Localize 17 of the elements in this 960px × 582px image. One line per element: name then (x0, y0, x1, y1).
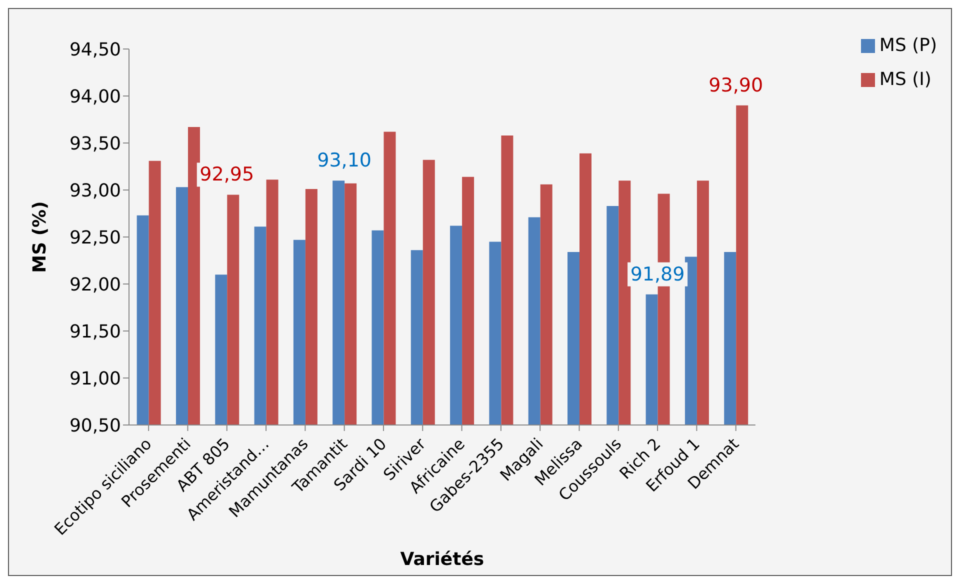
annotation: 93,10 (317, 150, 372, 172)
y-tick-label: 93,50 (69, 133, 121, 154)
legend-label: MS (P) (879, 35, 937, 56)
y-tick-label: 92,50 (69, 227, 121, 248)
y-axis-title: MS (%) (29, 201, 50, 273)
y-tick-label: 93,00 (69, 180, 121, 202)
y-tick-label: 91,00 (69, 368, 121, 390)
annotation: 91,89 (630, 263, 685, 286)
y-tick-label: 92,00 (69, 274, 121, 296)
x-axis-title: Variétés (400, 549, 484, 570)
legend-label: MS (I) (879, 69, 932, 90)
y-tick-label: 90,50 (69, 415, 121, 436)
y-tick-label: 94,50 (69, 39, 121, 60)
annotation: 93,90 (708, 74, 764, 96)
y-tick-label: 91,50 (69, 321, 121, 342)
annotation: 92,95 (200, 164, 254, 186)
y-tick-label: 94,00 (69, 86, 121, 108)
